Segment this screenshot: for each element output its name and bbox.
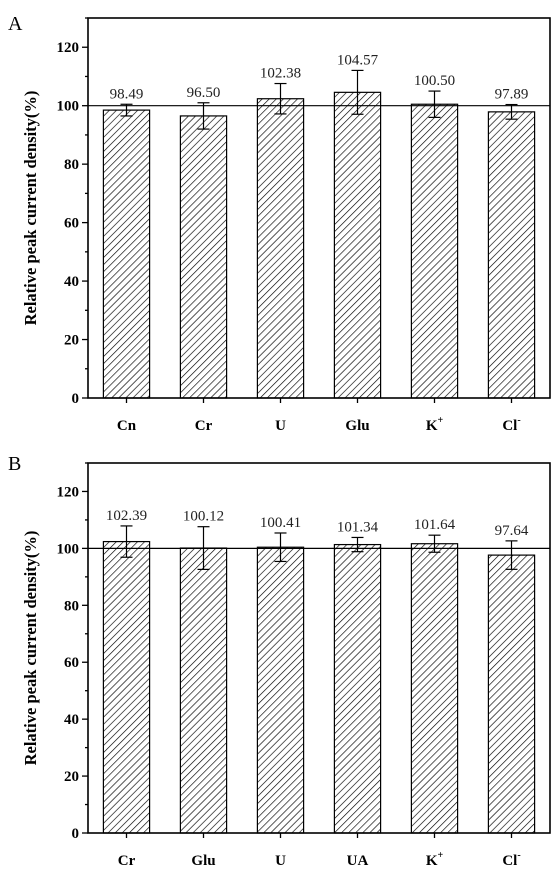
- y-tick-label: 20: [64, 769, 79, 785]
- error-bar: [505, 103, 518, 120]
- panel-letter: B: [8, 453, 21, 475]
- data-label: 97.64: [495, 523, 529, 539]
- x-tick-label: UA: [347, 853, 369, 869]
- data-label: 100.41: [260, 515, 301, 531]
- x-tick-label: Glu: [191, 853, 215, 869]
- data-label: 100.50: [414, 73, 455, 89]
- data-label: 98.49: [110, 86, 144, 102]
- panel-letter: A: [8, 13, 23, 35]
- chart-a: A 98.49 96.50 102.38 104.57 100.50 97.89 0 20 40 6…: [8, 13, 551, 434]
- data-label: 102.39: [106, 508, 147, 524]
- y-tick-label: 60: [64, 216, 79, 232]
- bar: [333, 91, 382, 399]
- y-tick-label: 120: [57, 484, 80, 500]
- error-bar: [351, 69, 364, 115]
- error-bar: [274, 82, 287, 115]
- x-tick-label: Cr: [118, 853, 136, 869]
- data-label: 102.38: [260, 66, 301, 82]
- data-label: 101.64: [414, 517, 456, 533]
- y-tick-label: 40: [64, 712, 79, 728]
- plot-frame: [87, 17, 551, 399]
- error-bar: [197, 526, 210, 570]
- bar: [333, 543, 382, 834]
- error-bar: [351, 536, 364, 553]
- y-tick-label: 100: [57, 541, 80, 557]
- x-tick-label: U: [275, 418, 286, 434]
- x-tick-label: Cr: [195, 418, 213, 434]
- y-tick-label: 40: [64, 274, 79, 290]
- data-label: 100.12: [183, 509, 224, 525]
- x-tick-label: Glu: [345, 418, 369, 434]
- error-bar: [428, 534, 441, 553]
- y-tick-label: 0: [72, 391, 80, 407]
- error-bar: [120, 103, 133, 117]
- y-axis-label: Relative peak current density(%): [21, 531, 40, 766]
- plot-frame: [87, 462, 551, 834]
- y-tick-label: 80: [64, 157, 79, 173]
- y-tick-label: 120: [57, 40, 80, 56]
- bar: [487, 554, 536, 834]
- x-tick-label: Cl-: [502, 850, 520, 869]
- bar: [179, 115, 228, 399]
- bar: [256, 98, 305, 399]
- bar: [410, 103, 459, 399]
- bar: [102, 540, 151, 834]
- x-tick-label: K+: [426, 850, 444, 869]
- y-tick-label: 60: [64, 655, 79, 671]
- data-label: 104.57: [337, 52, 379, 68]
- bar: [487, 111, 536, 399]
- data-label: 96.50: [187, 85, 221, 101]
- x-tick-label: K+: [426, 415, 444, 434]
- error-bar: [120, 525, 133, 558]
- x-tick-label: Cl-: [502, 415, 520, 434]
- y-tick-label: 0: [72, 826, 80, 842]
- bar: [102, 109, 151, 399]
- y-tick-label: 100: [57, 99, 80, 115]
- error-bar: [505, 540, 518, 570]
- data-label: 97.89: [495, 87, 529, 103]
- bar: [256, 546, 305, 834]
- x-tick-label: Cn: [117, 418, 137, 434]
- chart-b: B 102.39 100.12 100.41 101.34 101.64 97.64 0 20 4…: [8, 453, 551, 869]
- y-axis-label: Relative peak current density(%): [21, 91, 40, 326]
- bar: [410, 543, 459, 834]
- x-tick-label: U: [275, 853, 286, 869]
- error-bar: [428, 90, 441, 118]
- bar: [179, 547, 228, 834]
- y-tick-label: 80: [64, 598, 79, 614]
- error-bar: [274, 532, 287, 563]
- data-label: 101.34: [337, 519, 379, 535]
- y-tick-label: 20: [64, 333, 79, 349]
- error-bar: [197, 102, 210, 130]
